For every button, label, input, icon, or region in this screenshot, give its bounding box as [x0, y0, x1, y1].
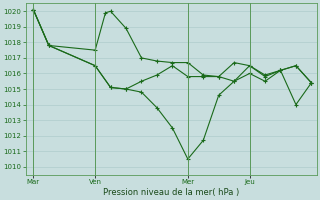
X-axis label: Pression niveau de la mer( hPa ): Pression niveau de la mer( hPa ) — [103, 188, 239, 197]
